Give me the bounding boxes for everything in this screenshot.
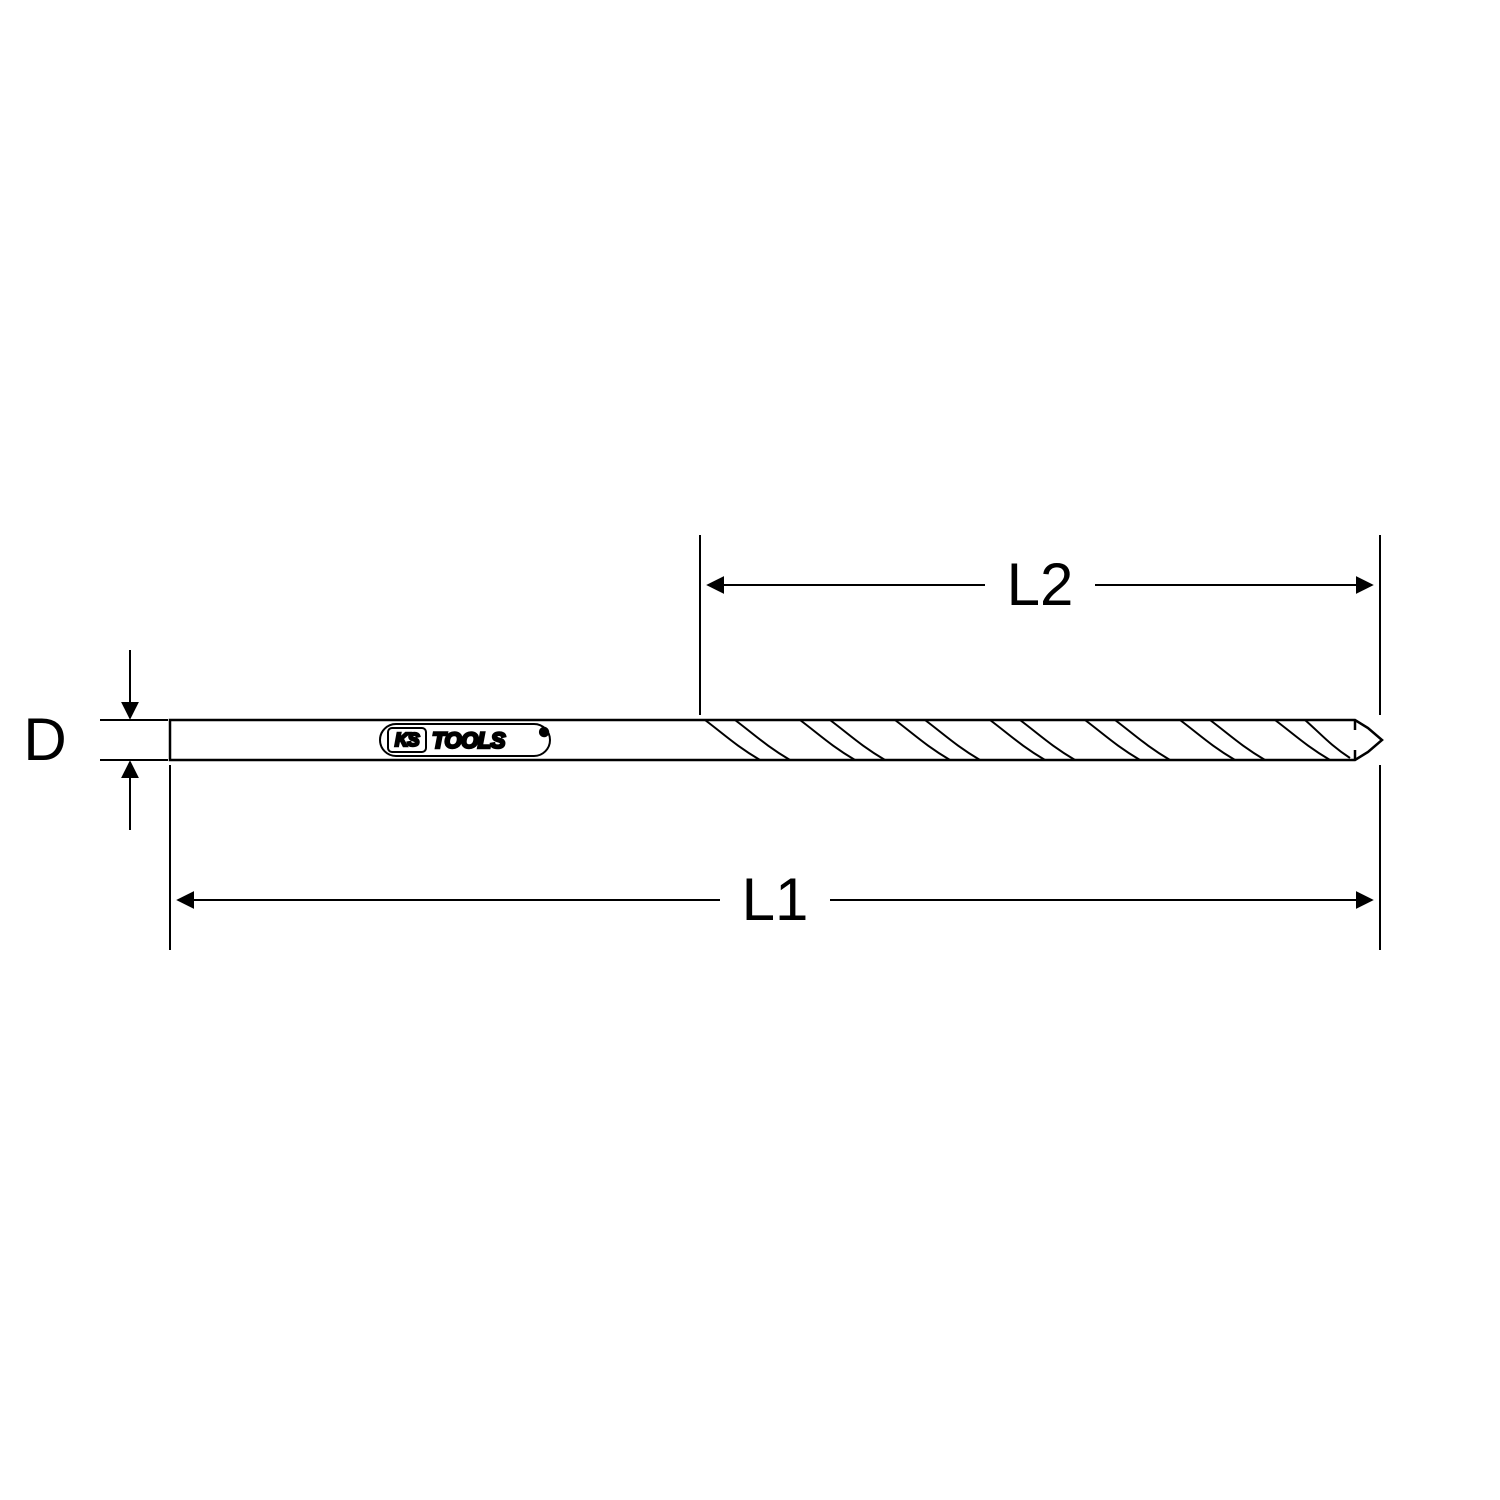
- dimension-l1: L1: [170, 765, 1380, 950]
- brand-registered: ®: [540, 727, 548, 739]
- label-l1: L1: [742, 866, 809, 933]
- label-l2: L2: [1007, 551, 1074, 618]
- drill-bit-diagram: D L2 L1: [0, 0, 1500, 1500]
- dimension-d: D: [23, 650, 168, 830]
- drill-bit: KS TOOLS ®: [170, 720, 1382, 760]
- brand-tools: TOOLS: [432, 728, 506, 753]
- label-d: D: [23, 706, 66, 773]
- brand-ks: KS: [395, 730, 419, 750]
- dimension-l2: L2: [700, 535, 1380, 715]
- brand-logo: KS TOOLS ®: [380, 724, 550, 756]
